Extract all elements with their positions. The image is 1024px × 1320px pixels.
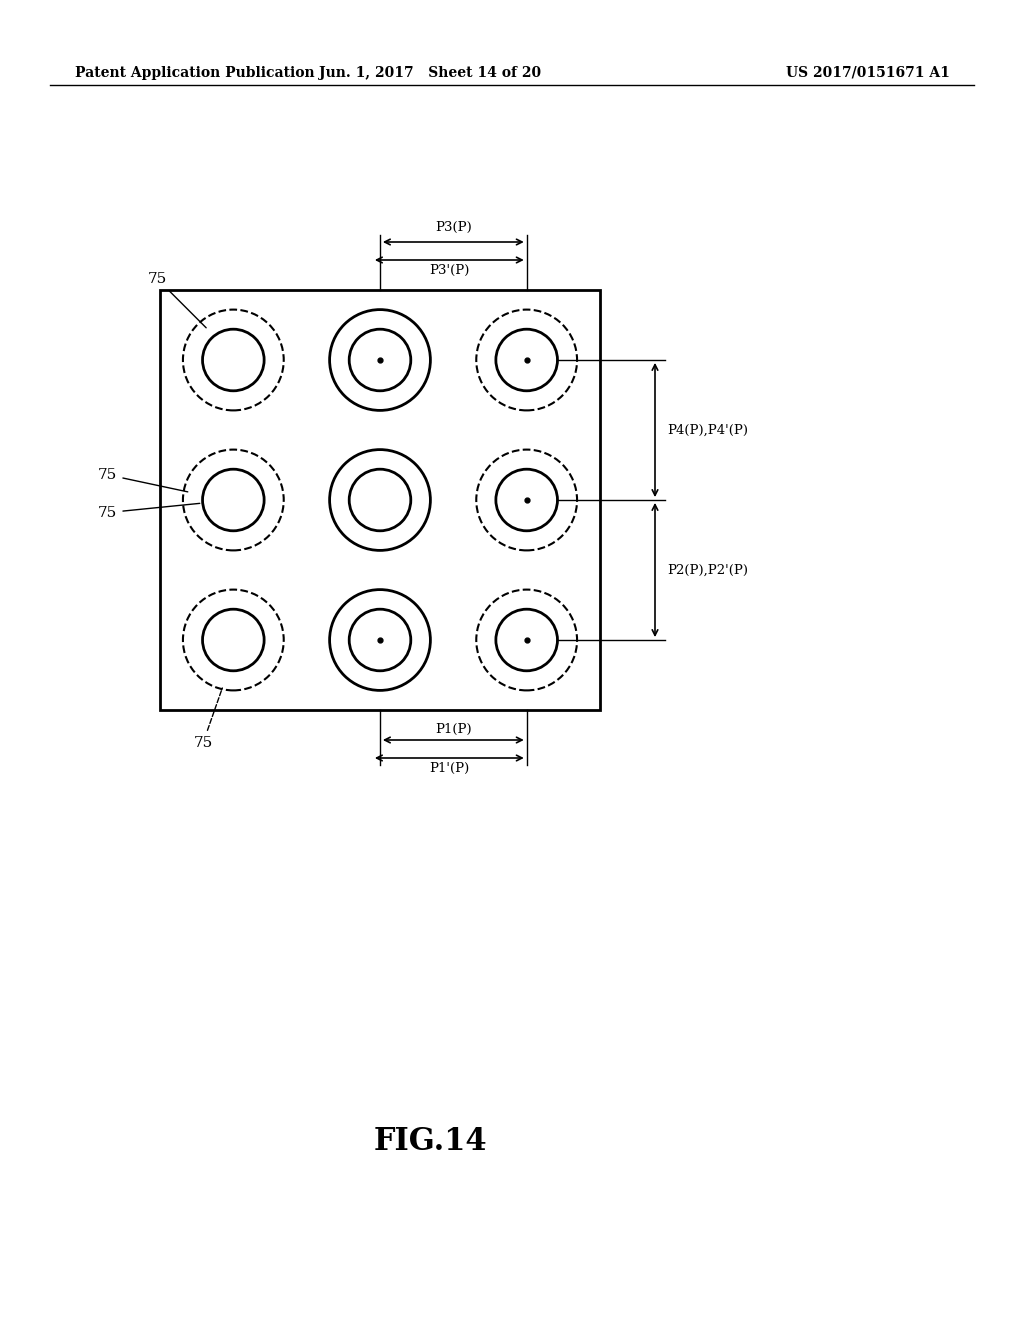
Text: P1'(P): P1'(P) [429, 762, 469, 775]
Text: Jun. 1, 2017   Sheet 14 of 20: Jun. 1, 2017 Sheet 14 of 20 [318, 66, 541, 79]
Circle shape [330, 450, 430, 550]
Circle shape [183, 310, 284, 411]
Circle shape [183, 450, 284, 550]
Text: P4(P),P4'(P): P4(P),P4'(P) [667, 424, 748, 437]
Text: Patent Application Publication: Patent Application Publication [75, 66, 314, 79]
Circle shape [349, 469, 411, 531]
Circle shape [183, 590, 284, 690]
Circle shape [496, 469, 557, 531]
Text: US 2017/0151671 A1: US 2017/0151671 A1 [786, 66, 950, 79]
Circle shape [203, 469, 264, 531]
Text: P3'(P): P3'(P) [429, 264, 470, 277]
Circle shape [496, 329, 557, 391]
Text: FIG.14: FIG.14 [374, 1126, 486, 1158]
Bar [160, 290, 600, 710]
Circle shape [476, 590, 578, 690]
Circle shape [476, 310, 578, 411]
Text: P1(P): P1(P) [435, 723, 472, 737]
Text: 75: 75 [98, 503, 200, 520]
Circle shape [476, 450, 578, 550]
Text: 75: 75 [194, 688, 222, 750]
Circle shape [203, 329, 264, 391]
Circle shape [330, 310, 430, 411]
Circle shape [203, 610, 264, 671]
Text: 75: 75 [98, 467, 187, 492]
Circle shape [496, 610, 557, 671]
Text: P3(P): P3(P) [435, 220, 472, 234]
Text: P2(P),P2'(P): P2(P),P2'(P) [667, 564, 748, 577]
Circle shape [349, 329, 411, 391]
Circle shape [330, 590, 430, 690]
Text: 75: 75 [148, 272, 206, 327]
Circle shape [349, 610, 411, 671]
